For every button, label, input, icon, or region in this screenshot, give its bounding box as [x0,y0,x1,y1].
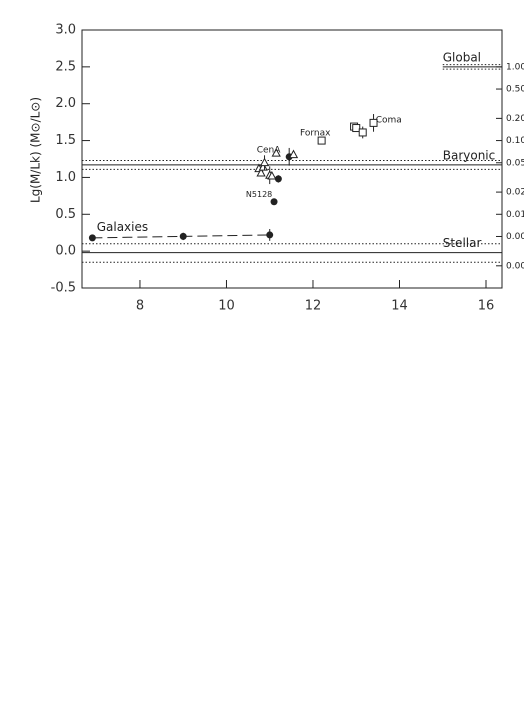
annotation: Galaxies [97,220,148,234]
annotation: N5128 [246,190,272,199]
annotation: Fornax [300,129,331,139]
y-tick-label: 2.5 [55,59,76,74]
point [179,232,187,240]
ref-label: Global [443,50,481,64]
y2-tick-label: 0.50 [506,85,524,95]
annotation: Coma [376,115,402,125]
point [259,157,270,167]
point [267,170,277,180]
annotation: CenA [257,146,282,156]
point [258,162,268,171]
x-tick-label: 12 [305,299,322,314]
y2-tick-label: 0.01 [506,210,524,220]
point [288,149,299,159]
x-tick-label: 10 [218,299,235,314]
point [271,148,281,157]
y2-tick-label: 0.00 [506,261,524,271]
point [352,124,361,133]
x-tick-label: 16 [478,299,495,314]
y2-tick-label: 0.00 [506,232,524,242]
point [369,118,378,127]
y-tick-label: 1.0 [55,170,76,185]
point [88,234,96,242]
point [317,136,326,145]
point [274,175,282,183]
y-tick-label: 0.0 [55,244,76,259]
y-axis-label: Lg(M/Lk) (M⊙/L⊙) [29,97,43,203]
y2-tick-label: 0.20 [506,114,524,124]
ref-label: Stellar [443,236,482,250]
point [358,128,367,137]
point [266,231,274,239]
plot-frame [81,29,503,289]
point [256,167,266,177]
y2-tick-label: 0.10 [506,136,524,146]
point [270,198,278,206]
x-tick-label: 8 [136,299,144,314]
x-tick-label: 14 [391,299,408,314]
y-tick-label: 1.5 [55,133,76,148]
y-tick-label: 0.5 [55,207,76,222]
y-tick-label: -0.5 [51,281,76,296]
y2-tick-label: 1.00 [506,62,524,72]
ref-label: Baryonic [443,148,496,162]
y2-tick-label: 0.02 [506,188,524,198]
y-tick-label: 2.0 [55,96,76,111]
y2-tick-label: 0.05 [506,158,524,168]
y-tick-label: 3.0 [55,23,76,38]
